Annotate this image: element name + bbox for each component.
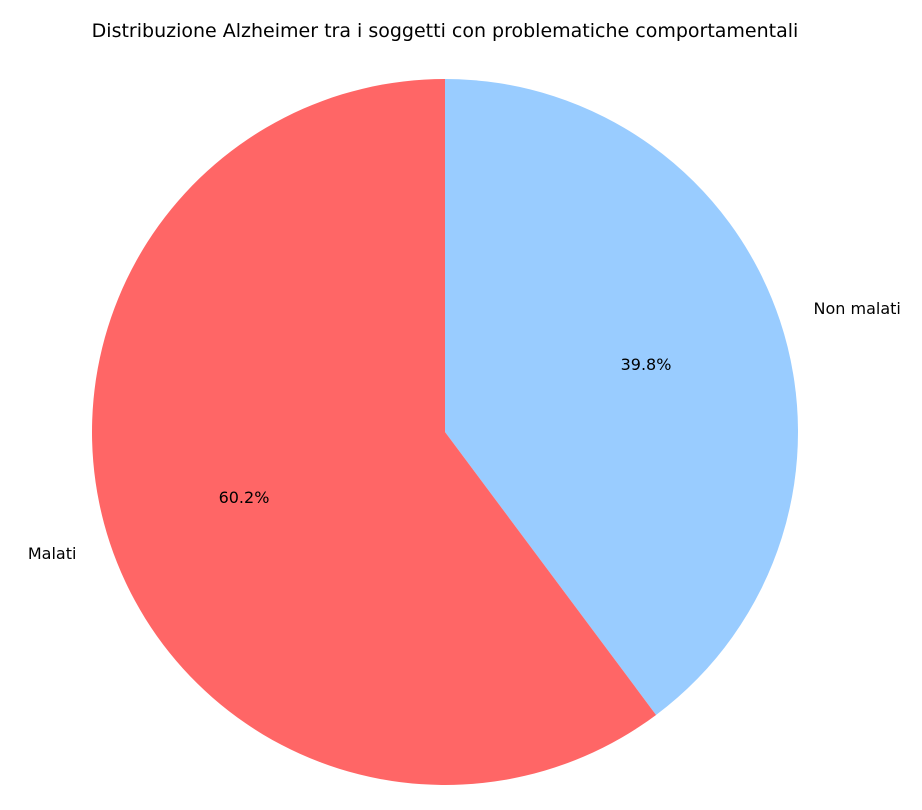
pie-slice-malati bbox=[92, 79, 657, 785]
slice-label-malati: Malati bbox=[28, 544, 77, 563]
slice-percent-malati: 60.2% bbox=[219, 488, 270, 507]
slice-percent-non-malati: 39.8% bbox=[621, 355, 672, 374]
pie-slice-non-malati bbox=[445, 79, 799, 715]
pie-slices bbox=[92, 79, 799, 785]
pie-labels: Non malati 39.8% Malati 60.2% bbox=[28, 299, 901, 563]
chart-title: Distribuzione Alzheimer tra i soggetti c… bbox=[92, 20, 799, 42]
slice-label-non-malati: Non malati bbox=[814, 299, 901, 318]
